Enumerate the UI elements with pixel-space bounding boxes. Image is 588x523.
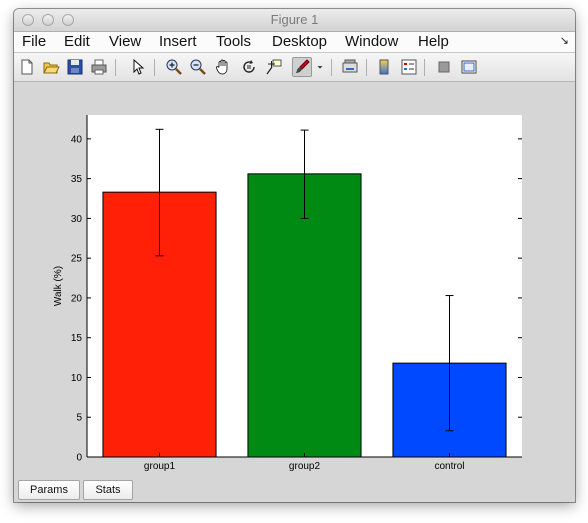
pointer-icon[interactable] bbox=[128, 57, 148, 77]
y-tick-label: 40 bbox=[71, 134, 83, 145]
y-tick-label: 5 bbox=[76, 413, 82, 424]
stats-button[interactable]: Stats bbox=[83, 480, 133, 500]
y-tick-label: 25 bbox=[71, 254, 83, 265]
brush-dropdown-arrow-icon[interactable] bbox=[314, 57, 326, 77]
title-bar: Figure 1 bbox=[14, 9, 575, 32]
menu-edit[interactable]: Edit bbox=[64, 33, 90, 50]
legend-icon[interactable] bbox=[399, 57, 419, 77]
x-tick-label-group1: group1 bbox=[144, 461, 176, 472]
menu-insert[interactable]: Insert bbox=[159, 33, 197, 50]
menubar-dock-arrow-icon[interactable]: ↘ bbox=[559, 35, 569, 47]
zoom-window-button[interactable] bbox=[62, 14, 74, 26]
x-tick-label-control: control bbox=[434, 461, 464, 472]
new-figure-icon[interactable] bbox=[17, 57, 37, 77]
brush-icon[interactable] bbox=[292, 57, 312, 77]
y-tick-label: 20 bbox=[71, 293, 83, 304]
minimize-window-button[interactable] bbox=[42, 14, 54, 26]
menu-view[interactable]: View bbox=[109, 33, 142, 50]
bar-group2 bbox=[247, 173, 362, 458]
data-cursor-icon[interactable] bbox=[264, 57, 284, 77]
menu-window[interactable]: Window bbox=[345, 33, 399, 50]
colorbar-icon[interactable] bbox=[374, 57, 394, 77]
toolbar-separator bbox=[154, 59, 155, 76]
y-tick-label: 35 bbox=[71, 174, 83, 185]
plot-axes: group1 group2 control 0 5 10 15 20 25 30 35 40 Walk … bbox=[53, 115, 522, 472]
print-icon[interactable] bbox=[89, 57, 109, 77]
rotate-3d-icon[interactable] bbox=[239, 57, 259, 77]
y-tick-label: 10 bbox=[71, 373, 83, 384]
close-window-button[interactable] bbox=[22, 14, 34, 26]
toolbar-separator bbox=[366, 59, 367, 76]
y-tick-label: 15 bbox=[71, 333, 83, 344]
menu-tools[interactable]: Tools bbox=[216, 33, 252, 50]
hide-plot-tools-icon[interactable] bbox=[434, 57, 454, 77]
window-title: Figure 1 bbox=[270, 12, 319, 27]
menu-desktop[interactable]: Desktop bbox=[272, 33, 328, 50]
figure-toolbar bbox=[14, 53, 575, 82]
x-tick-label-group2: group2 bbox=[289, 461, 321, 472]
menu-file[interactable]: File bbox=[22, 33, 47, 50]
toolbar-separator bbox=[331, 59, 332, 76]
y-axis-label: Walk (%) bbox=[53, 266, 64, 306]
y-tick-label: 0 bbox=[76, 453, 82, 464]
menu-bar: File Edit View Insert Tools Desktop Wind… bbox=[14, 32, 575, 53]
params-button[interactable]: Params bbox=[18, 480, 80, 500]
pan-hand-icon[interactable] bbox=[213, 57, 233, 77]
save-icon[interactable] bbox=[65, 57, 85, 77]
y-tick-label: 30 bbox=[71, 214, 83, 225]
open-file-icon[interactable] bbox=[41, 57, 61, 77]
zoom-out-icon[interactable] bbox=[188, 57, 208, 77]
bar-chart: group1 group2 control 0 5 10 15 20 25 30 35 40 Walk … bbox=[53, 115, 522, 472]
toolbar-separator bbox=[424, 59, 425, 76]
zoom-in-icon[interactable] bbox=[164, 57, 184, 77]
show-plot-tools-icon[interactable] bbox=[459, 57, 479, 77]
toolbar-separator bbox=[115, 59, 116, 76]
button-row: Params Stats bbox=[14, 478, 575, 502]
figure-window: Figure 1 File Edit View Insert Tools Des… bbox=[14, 9, 575, 502]
menu-help[interactable]: Help bbox=[418, 33, 449, 50]
figure-canvas: group1 group2 control 0 5 10 15 20 25 30 35 40 Walk … bbox=[14, 82, 575, 478]
link-plot-icon[interactable] bbox=[340, 57, 360, 77]
